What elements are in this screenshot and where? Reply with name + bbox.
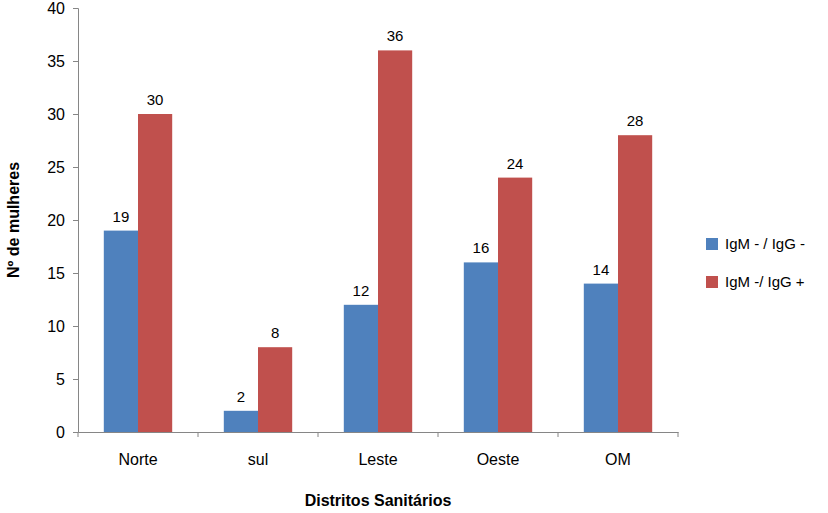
category-separator: [318, 432, 319, 437]
tick: 35: [47, 53, 78, 70]
tick-mark: [73, 167, 78, 168]
category-separator: [558, 432, 559, 437]
x-axis: Norte sul Leste Oeste OM: [78, 432, 679, 468]
tick-mark: [73, 379, 78, 380]
bar: [224, 411, 258, 432]
tick-mark: [73, 61, 78, 62]
tick: OM: [605, 451, 631, 468]
data-label: 36: [387, 27, 404, 44]
legend: IgM - / IgG - IgM -/ IgG +: [706, 235, 805, 290]
tick-label: 25: [47, 159, 65, 176]
tick: 30: [47, 106, 78, 123]
y-axis-title: Nº de mulheres: [5, 162, 22, 278]
tick-label: 15: [47, 265, 65, 282]
tick-label: OM: [605, 451, 631, 468]
tick: 25: [47, 159, 78, 176]
category-separator: [678, 432, 679, 437]
category-separator: [78, 432, 79, 437]
tick: sul: [248, 451, 268, 468]
data-label: 28: [627, 112, 644, 129]
bar: [464, 262, 498, 432]
bar: [584, 284, 618, 432]
data-label: 14: [593, 261, 610, 278]
plot: 19 2 12 16 14 30 8 36 24 28 0 5 10 15 20 25 30 35 40 Norte s…: [47, 0, 678, 468]
data-label: 30: [147, 91, 164, 108]
legend-swatch: [706, 238, 718, 250]
data-label: 19: [113, 208, 130, 225]
tick: 5: [56, 371, 78, 388]
category-separator: [438, 432, 439, 437]
bar: [258, 347, 292, 432]
tick-mark: [73, 326, 78, 327]
bar: [498, 178, 532, 432]
tick: Oeste: [477, 451, 520, 468]
x-axis-title: Distritos Sanitários: [305, 492, 452, 509]
tick-mark: [73, 8, 78, 9]
tick-label: 40: [47, 0, 65, 17]
data-labels: 19 2 12 16 14 30 8 36 24 28: [113, 27, 644, 404]
tick-label: 10: [47, 318, 65, 335]
bar: [344, 305, 378, 432]
legend-label: IgM -/ IgG +: [725, 273, 805, 290]
legend-item: IgM - / IgG -: [706, 235, 805, 252]
tick-label: sul: [248, 451, 268, 468]
tick: Leste: [358, 451, 397, 468]
tick-mark: [73, 432, 78, 433]
tick-label: Oeste: [477, 451, 520, 468]
legend-swatch: [706, 276, 718, 288]
bar: [104, 231, 138, 432]
bar: [378, 50, 412, 432]
category-separator: [198, 432, 199, 437]
tick-mark: [73, 114, 78, 115]
tick-label: 20: [47, 212, 65, 229]
tick: Norte: [118, 451, 157, 468]
axis-line: [73, 9, 79, 433]
tick-label: Norte: [118, 451, 157, 468]
data-label: 2: [237, 388, 245, 405]
tick: 0: [56, 424, 78, 441]
tick-label: 5: [56, 371, 65, 388]
tick-label: Leste: [358, 451, 397, 468]
tick-label: 35: [47, 53, 65, 70]
axis-line: [79, 432, 679, 433]
legend-item: IgM -/ IgG +: [706, 273, 805, 290]
tick: 40: [47, 0, 78, 17]
data-label: 12: [353, 282, 370, 299]
legend-label: IgM - / IgG -: [725, 235, 805, 252]
tick-mark: [73, 273, 78, 274]
bar: [618, 135, 652, 432]
chart: 19 2 12 16 14 30 8 36 24 28 0 5 10 15 20 25 30 35 40 Norte s…: [0, 0, 828, 513]
y-axis: 0 5 10 15 20 25 30 35 40: [47, 0, 78, 441]
tick: 15: [47, 265, 78, 282]
tick: 10: [47, 318, 78, 335]
tick-label: 0: [56, 424, 65, 441]
bars: [104, 50, 652, 432]
tick: 20: [47, 212, 78, 229]
data-label: 24: [507, 155, 524, 172]
bar: [138, 114, 172, 432]
data-label: 8: [271, 324, 279, 341]
category-separators: [78, 432, 678, 437]
tick-label: 30: [47, 106, 65, 123]
data-label: 16: [473, 239, 490, 256]
tick-mark: [73, 220, 78, 221]
